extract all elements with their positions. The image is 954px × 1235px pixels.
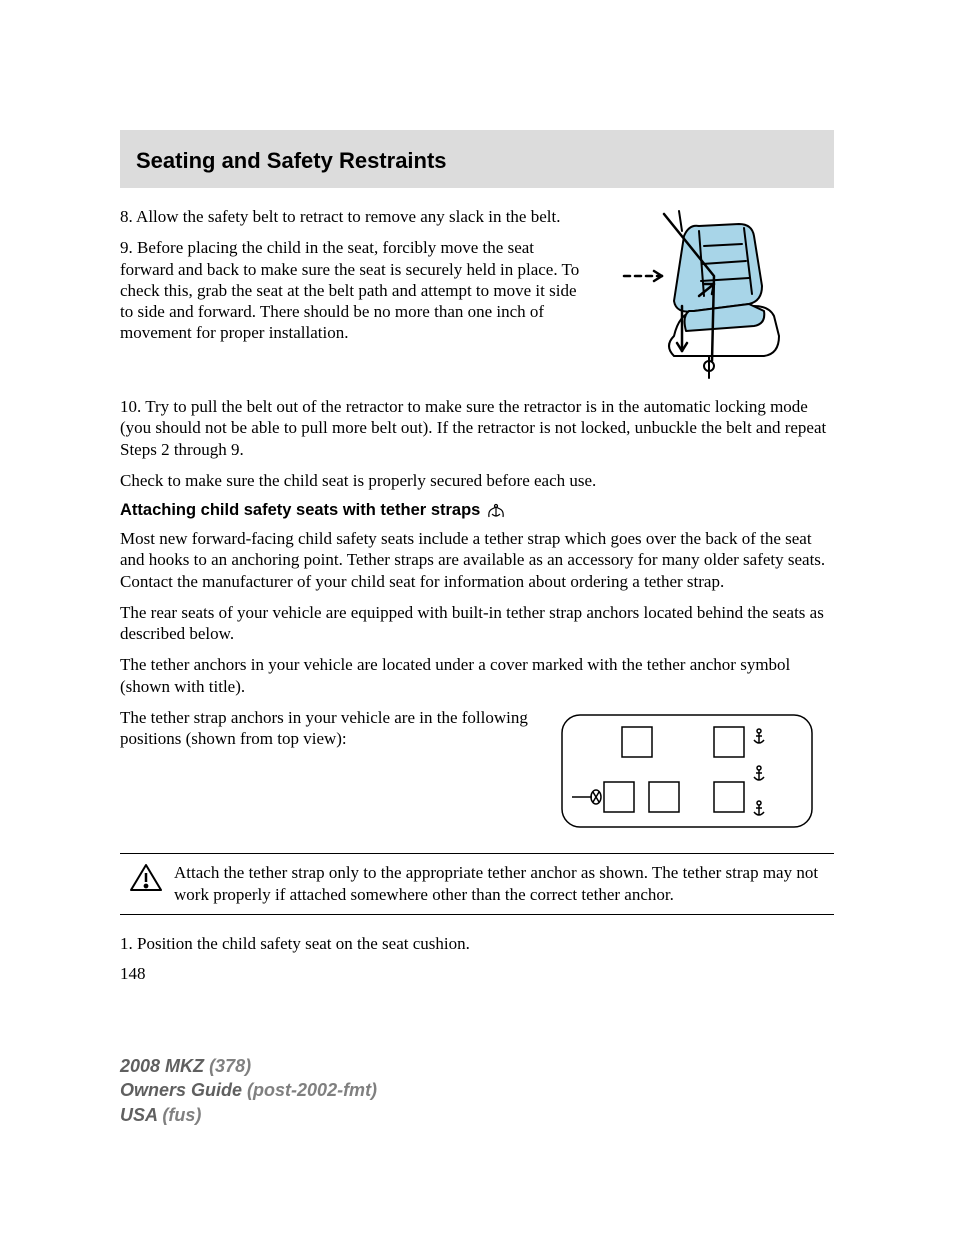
check-text: Check to make sure the child seat is pro… bbox=[120, 470, 834, 491]
footer-model: 2008 MKZ bbox=[120, 1056, 204, 1076]
footer-region: USA bbox=[120, 1105, 157, 1125]
anchor-text-col: The tether strap anchors in your vehicle… bbox=[120, 707, 532, 837]
carseat-diagram bbox=[604, 206, 814, 386]
step-8-9-row: 8. Allow the safety belt to retract to r… bbox=[120, 206, 834, 386]
anchor-row: The tether strap anchors in your vehicle… bbox=[120, 707, 834, 837]
warning-box: Attach the tether strap only to the appr… bbox=[120, 853, 834, 915]
tether-subheading-text: Attaching child safety seats with tether… bbox=[120, 501, 480, 520]
footer-line-3: USA (fus) bbox=[120, 1103, 377, 1127]
footer-line-2: Owners Guide (post-2002-fmt) bbox=[120, 1078, 377, 1102]
page-content: Seating and Safety Restraints 8. Allow t… bbox=[0, 0, 954, 984]
section-header-bar: Seating and Safety Restraints bbox=[120, 130, 834, 188]
footer-guide-fmt: (post-2002-fmt) bbox=[247, 1080, 377, 1100]
anchor-top-view-diagram bbox=[544, 707, 824, 837]
step-10-text: 10. Try to pull the belt out of the retr… bbox=[120, 396, 834, 460]
section-title: Seating and Safety Restraints bbox=[136, 148, 818, 174]
footer-region-code: (fus) bbox=[162, 1105, 201, 1125]
step-1-text: 1. Position the child safety seat on the… bbox=[120, 933, 834, 954]
warning-text: Attach the tether strap only to the appr… bbox=[174, 863, 818, 904]
step-text-col: 8. Allow the safety belt to retract to r… bbox=[120, 206, 592, 386]
step-9-text: 9. Before placing the child in the seat,… bbox=[120, 237, 592, 343]
tether-p1: Most new forward-facing child safety sea… bbox=[120, 528, 834, 592]
anchor-diagram-col bbox=[544, 707, 834, 837]
tether-subheading: Attaching child safety seats with tether… bbox=[120, 501, 834, 520]
tether-p4: The tether strap anchors in your vehicle… bbox=[120, 707, 532, 750]
footer-line-1: 2008 MKZ (378) bbox=[120, 1054, 377, 1078]
warning-triangle-icon bbox=[128, 862, 164, 894]
carseat-diagram-col bbox=[604, 206, 834, 386]
footer-model-code: (378) bbox=[209, 1056, 251, 1076]
page-number: 148 bbox=[120, 964, 834, 984]
tether-p2: The rear seats of your vehicle are equip… bbox=[120, 602, 834, 645]
step-8-text: 8. Allow the safety belt to retract to r… bbox=[120, 206, 592, 227]
footer-guide: Owners Guide bbox=[120, 1080, 242, 1100]
tether-anchor-icon bbox=[486, 503, 506, 519]
tether-p3: The tether anchors in your vehicle are l… bbox=[120, 654, 834, 697]
footer-block: 2008 MKZ (378) Owners Guide (post-2002-f… bbox=[120, 1054, 377, 1127]
